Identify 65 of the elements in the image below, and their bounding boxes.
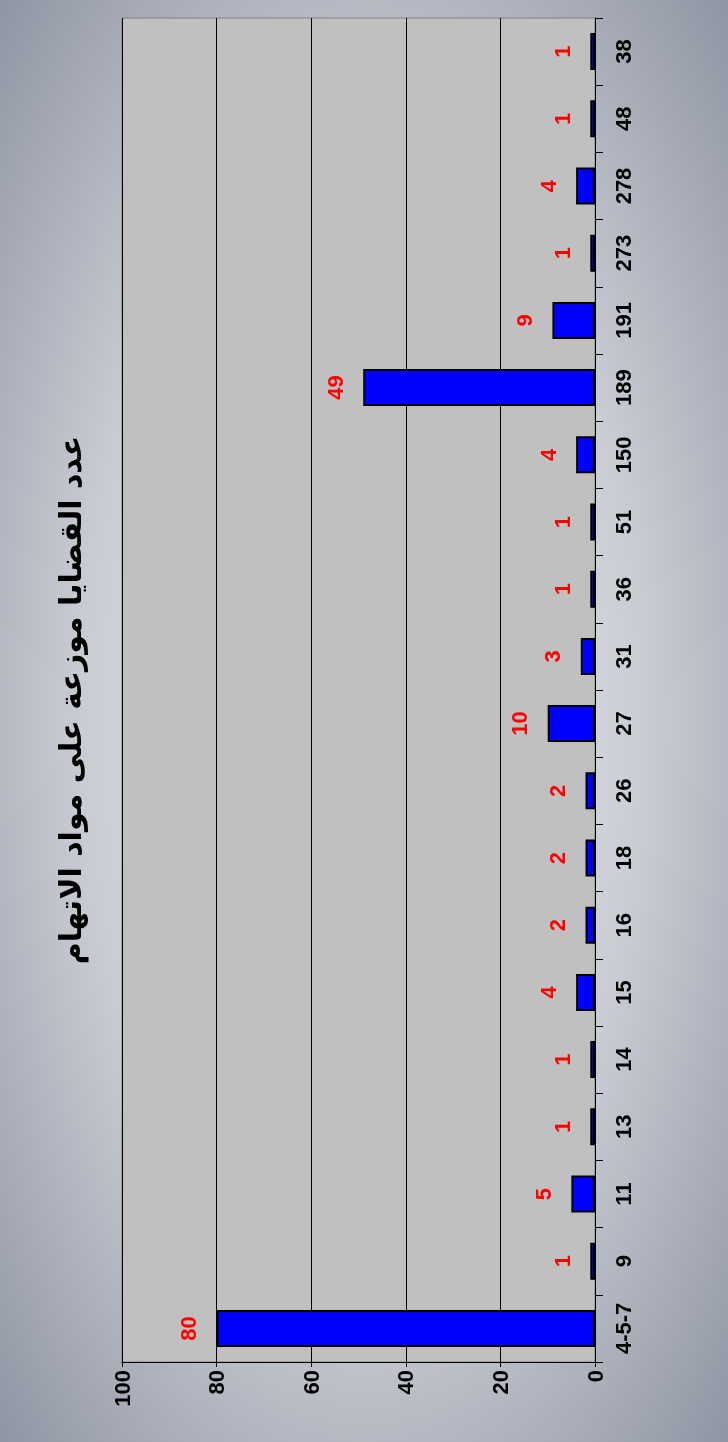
bar [576,167,595,205]
data-label: 10 [507,711,533,736]
bar [576,436,595,474]
y-tick-label: 191 [610,302,636,339]
bar [590,1041,595,1079]
bar [585,839,595,877]
data-label: 4 [535,985,561,999]
bar [590,1108,595,1146]
x-tick-label: 80 [204,1370,230,1395]
y-tick-label: 11 [610,1182,636,1206]
x-tick-label: 40 [393,1370,419,1395]
data-label: 1 [549,1053,575,1066]
data-label: 2 [545,851,571,865]
data-label: 1 [549,45,575,58]
y-tick-label: 189 [610,369,636,406]
bar [590,503,595,541]
bar [585,772,595,810]
bar [580,637,595,675]
text: عدد القضايا موزعة على مواد الاتهام [52,435,89,965]
bar [552,301,595,339]
y-tick-label: 273 [610,234,636,272]
data-label: 3 [540,650,566,663]
x-tick-label: 100 [109,1370,135,1407]
data-label: 2 [545,919,571,932]
data-label: 4 [535,179,561,193]
y-tick-label: 9 [610,1255,636,1268]
bar [590,234,595,272]
data-label: 1 [549,112,575,125]
y-tick-label: 278 [610,167,636,205]
bar [590,1242,595,1280]
bar [547,705,595,743]
x-tick-label: 60 [298,1370,324,1395]
y-tick-label: 38 [610,39,636,64]
y-tick-label: 27 [610,711,636,736]
data-label: 1 [549,583,575,596]
data-label: 2 [545,784,571,797]
bar [576,973,595,1011]
y-tick-label: 48 [610,106,636,132]
y-tick-label: 51 [610,509,636,535]
data-label: 1 [549,247,575,260]
data-label: 1 [549,515,575,529]
data-label: 1 [549,1255,575,1268]
y-tick-label: 14 [610,1046,636,1072]
data-label: 5 [530,1187,556,1201]
y-tick-label: 18 [610,845,636,871]
bar [590,570,595,608]
x-tick-label: 20 [487,1370,513,1395]
x-tick-label: 0 [582,1370,608,1383]
y-tick-label: 15 [610,980,636,1005]
bar [590,100,595,138]
data-label: 4 [535,447,561,461]
bar [585,906,595,944]
y-tick-label: 26 [610,778,636,804]
y-tick-label: 4-5-7 [610,1302,636,1355]
data-label: 49 [322,375,348,400]
y-tick-label: 36 [610,576,636,602]
data-label: 1 [549,1120,575,1133]
bar [571,1175,595,1213]
data-label: 9 [511,314,537,327]
y-tick-label: 16 [610,912,636,938]
bar [590,33,595,71]
y-tick-label: 150 [610,436,636,474]
y-tick-label: 31 [610,644,636,669]
data-label: 80 [176,1316,202,1341]
y-tick-label: 13 [610,1114,636,1140]
